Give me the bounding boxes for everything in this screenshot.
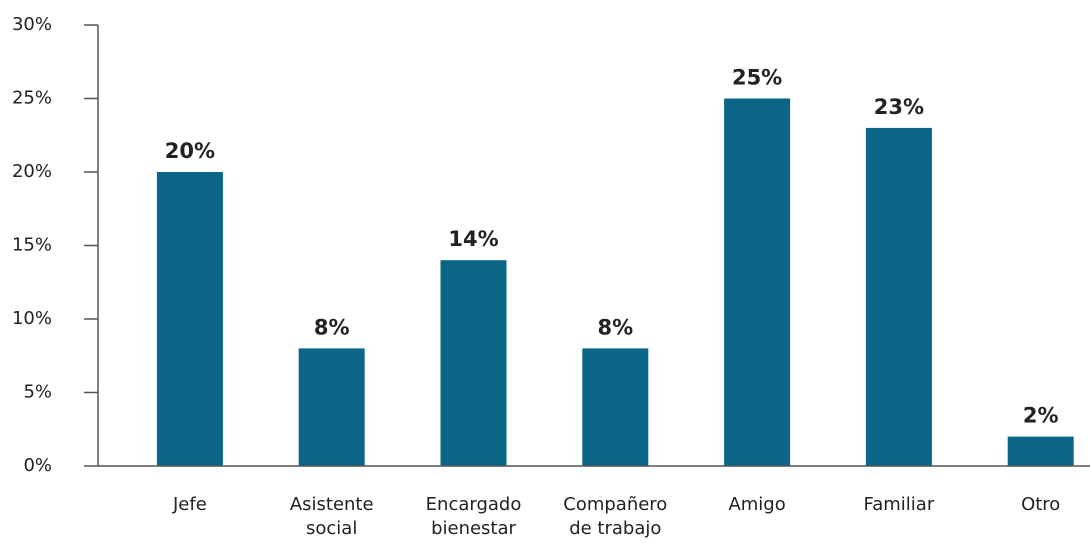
bar (440, 260, 507, 466)
bar (1007, 436, 1074, 466)
value-label: 23% (874, 95, 924, 119)
value-label: 8% (597, 315, 633, 339)
y-tick-label: 10% (12, 308, 52, 329)
bar (724, 98, 791, 466)
y-tick-label: 5% (23, 382, 52, 403)
x-tick-label: Asistente social (289, 494, 374, 539)
y-tick-label: 15% (12, 235, 52, 256)
value-label: 14% (448, 227, 498, 251)
value-label: 25% (732, 66, 782, 90)
y-tick-label: 20% (12, 161, 52, 182)
x-tick-label: Compañero de trabajo (563, 494, 668, 539)
bar (298, 348, 365, 466)
bar (582, 348, 649, 466)
x-tick-label: Jefe (172, 494, 207, 515)
bar (156, 172, 223, 466)
y-tick-label: 0% (23, 455, 52, 476)
y-tick-label: 30% (12, 14, 52, 35)
x-tick-label: Otro (1021, 494, 1061, 515)
x-tick-label: Familiar (863, 494, 935, 515)
value-label: 2% (1023, 404, 1059, 428)
value-label: 8% (314, 315, 350, 339)
value-label: 20% (165, 139, 215, 163)
bar (865, 127, 932, 467)
x-tick-label: Amigo (728, 494, 786, 515)
x-tick-label: Encargado bienestar (425, 494, 522, 539)
y-tick-label: 25% (12, 88, 52, 109)
